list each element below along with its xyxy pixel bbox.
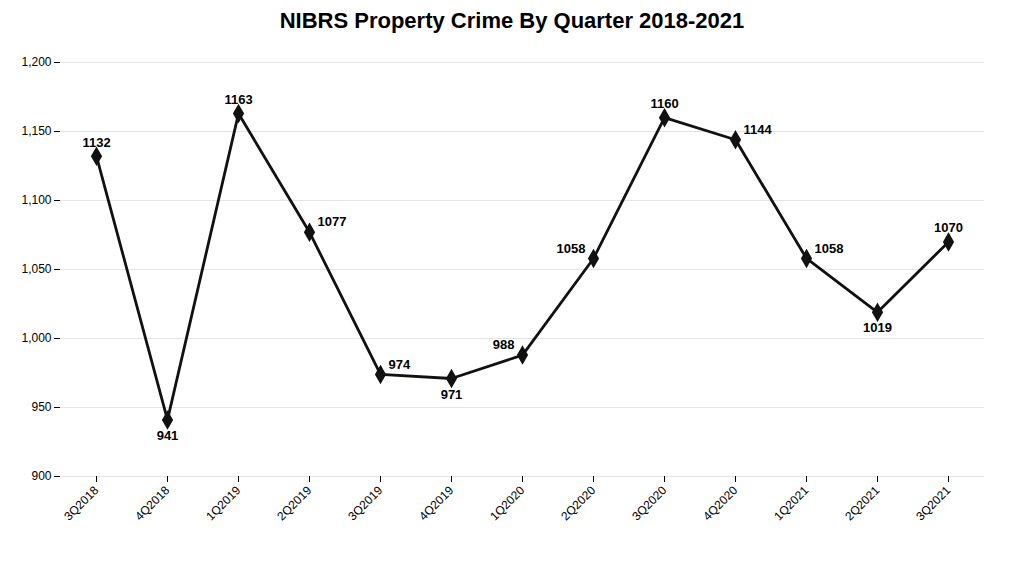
svg-text:3Q2020: 3Q2020: [629, 483, 669, 523]
svg-text:1070: 1070: [934, 220, 963, 235]
svg-text:1,150: 1,150: [21, 124, 51, 138]
svg-text:1058: 1058: [557, 241, 586, 256]
svg-text:1,200: 1,200: [21, 55, 51, 69]
svg-text:1Q2020: 1Q2020: [487, 483, 527, 523]
svg-text:2Q2019: 2Q2019: [274, 483, 314, 523]
svg-text:1163: 1163: [224, 92, 252, 107]
svg-text:1160: 1160: [650, 96, 678, 111]
svg-text:3Q2018: 3Q2018: [61, 483, 101, 523]
svg-text:1Q2019: 1Q2019: [203, 483, 243, 523]
svg-text:3Q2019: 3Q2019: [345, 483, 385, 523]
svg-text:4Q2019: 4Q2019: [416, 483, 456, 523]
svg-text:988: 988: [493, 337, 515, 352]
svg-text:1,000: 1,000: [21, 331, 51, 345]
svg-text:971: 971: [441, 387, 463, 402]
svg-text:1,100: 1,100: [21, 193, 51, 207]
svg-text:2Q2020: 2Q2020: [558, 483, 598, 523]
svg-text:1058: 1058: [815, 241, 844, 256]
svg-text:1077: 1077: [318, 214, 347, 229]
svg-text:4Q2018: 4Q2018: [132, 483, 172, 523]
html-text:NIBRS Property Crime By Quarte: NIBRS Property Crime By Quarter 2018-202…: [279, 8, 745, 33]
svg-text:1132: 1132: [82, 135, 110, 150]
svg-text:4Q2020: 4Q2020: [700, 483, 740, 523]
svg-text:1Q2021: 1Q2021: [771, 483, 811, 523]
svg-text:900: 900: [31, 469, 51, 483]
svg-text:974: 974: [389, 357, 411, 372]
svg-text:941: 941: [157, 428, 179, 443]
svg-text:3Q2021: 3Q2021: [913, 483, 953, 523]
svg-text:1,050: 1,050: [21, 262, 51, 276]
svg-text:950: 950: [31, 400, 51, 414]
svg-text:2Q2021: 2Q2021: [842, 483, 882, 523]
svg-text:1144: 1144: [744, 122, 773, 137]
svg-text:1019: 1019: [863, 320, 892, 335]
